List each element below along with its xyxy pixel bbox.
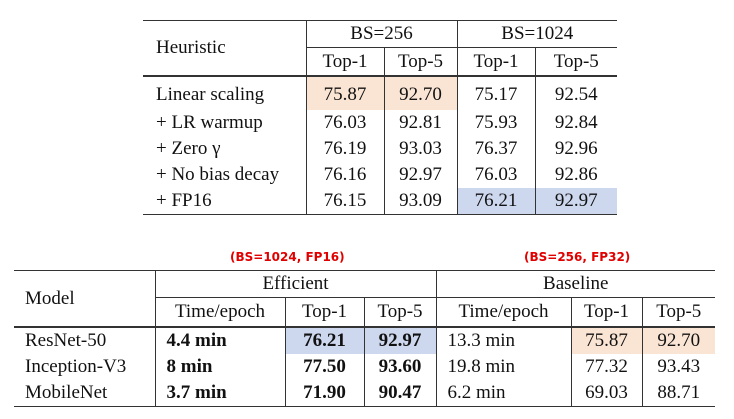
row-label: Linear scaling (143, 75, 306, 110)
table-row: ResNet-50 4.4 min 76.21 92.97 13.3 min 7… (14, 326, 715, 354)
group-header-efficient: Efficient (154, 270, 436, 298)
model-name: MobileNet (14, 380, 155, 407)
cell-value: 92.54 (534, 75, 617, 110)
cell-value: 76.21 (456, 188, 535, 215)
model-header: Model (14, 270, 155, 327)
cell-value: 75.17 (456, 75, 535, 110)
cell-value: 92.81 (383, 110, 457, 136)
table-row: + LR warmup 76.03 92.81 75.93 92.84 (143, 110, 617, 136)
group-header-bs1024: BS=1024 (456, 20, 617, 48)
cell-value: 77.32 (570, 354, 642, 380)
row-label: + FP16 (143, 188, 306, 215)
cell-value: 88.71 (641, 380, 715, 407)
row-label: + No bias decay (156, 164, 280, 185)
cell-value: 92.97 (363, 326, 436, 354)
cell-value: 93.09 (383, 188, 457, 215)
cell-value: 92.97 (534, 188, 617, 215)
models-table: Model Efficient Baseline Time/epoch Top-… (14, 270, 715, 407)
cell-value: 93.43 (641, 354, 715, 380)
cell-value: 76.15 (305, 188, 384, 215)
heuristic-header: Heuristic (143, 20, 306, 76)
heuristics-table: Heuristic BS=256 BS=1024 Top-1 Top-5 Top… (143, 20, 617, 215)
cell-value: 76.21 (284, 326, 364, 354)
cell-value: 93.03 (383, 136, 457, 162)
cell-value: 77.50 (284, 354, 364, 380)
baseline-annotation: (BS=256, FP32) (524, 250, 631, 264)
cell-value: 13.3 min (435, 326, 571, 354)
cell-value: 8 min (154, 354, 285, 380)
cell-value: 75.87 (305, 75, 384, 110)
row-label: + LR warmup (156, 112, 263, 133)
cell-value: 75.93 (456, 110, 535, 136)
subheader-top5: Top-5 (534, 47, 617, 76)
cell-value: 75.87 (570, 326, 642, 354)
cell-value: 76.19 (305, 136, 384, 162)
subheader-top1: Top-1 (570, 297, 642, 327)
cell-value: 92.84 (534, 110, 617, 136)
subheader-top5: Top-5 (383, 47, 457, 76)
subheader-top5: Top-5 (363, 297, 436, 327)
cell-value: 92.70 (641, 326, 715, 354)
subheader-top1: Top-1 (284, 297, 364, 327)
table-row: + No bias decay 76.16 92.97 76.03 92.86 (143, 162, 617, 188)
cell-value: 92.96 (534, 136, 617, 162)
cell-value: 69.03 (570, 380, 642, 407)
group-header-bs256: BS=256 (305, 20, 457, 48)
cell-value: 19.8 min (435, 354, 571, 380)
cell-value: 90.47 (363, 380, 436, 407)
table-row: MobileNet 3.7 min 71.90 90.47 6.2 min 69… (14, 380, 715, 407)
cell-value: 76.03 (456, 162, 535, 188)
cell-value: 3.7 min (154, 380, 285, 407)
row-label: + Zero γ (156, 138, 221, 159)
table-row: Linear scaling 75.87 92.70 75.17 92.54 (143, 75, 617, 110)
subheader-top1: Top-1 (305, 47, 384, 76)
cell-value: 93.60 (363, 354, 436, 380)
efficient-annotation: (BS=1024, FP16) (230, 250, 345, 264)
cell-value: 76.16 (305, 162, 384, 188)
cell-value: 92.70 (383, 75, 457, 110)
cell-value: 6.2 min (435, 380, 571, 407)
table-row: Inception-V3 8 min 77.50 93.60 19.8 min … (14, 354, 715, 380)
subheader-time-epoch: Time/epoch (154, 297, 285, 327)
subheader-top1: Top-1 (456, 47, 535, 76)
model-name: Inception-V3 (25, 356, 127, 377)
cell-value: 76.03 (305, 110, 384, 136)
table-row: + FP16 76.15 93.09 76.21 92.97 (143, 188, 617, 215)
cell-value: 4.4 min (154, 326, 285, 354)
cell-value: 76.37 (456, 136, 535, 162)
table-row: + Zero γ 76.19 93.03 76.37 92.96 (143, 136, 617, 162)
group-header-baseline: Baseline (435, 270, 715, 298)
model-name: ResNet-50 (14, 326, 155, 354)
cell-value: 92.86 (534, 162, 617, 188)
subheader-top5: Top-5 (641, 297, 715, 327)
subheader-time-epoch: Time/epoch (435, 297, 571, 327)
cell-value: 92.97 (383, 162, 457, 188)
cell-value: 71.90 (284, 380, 364, 407)
